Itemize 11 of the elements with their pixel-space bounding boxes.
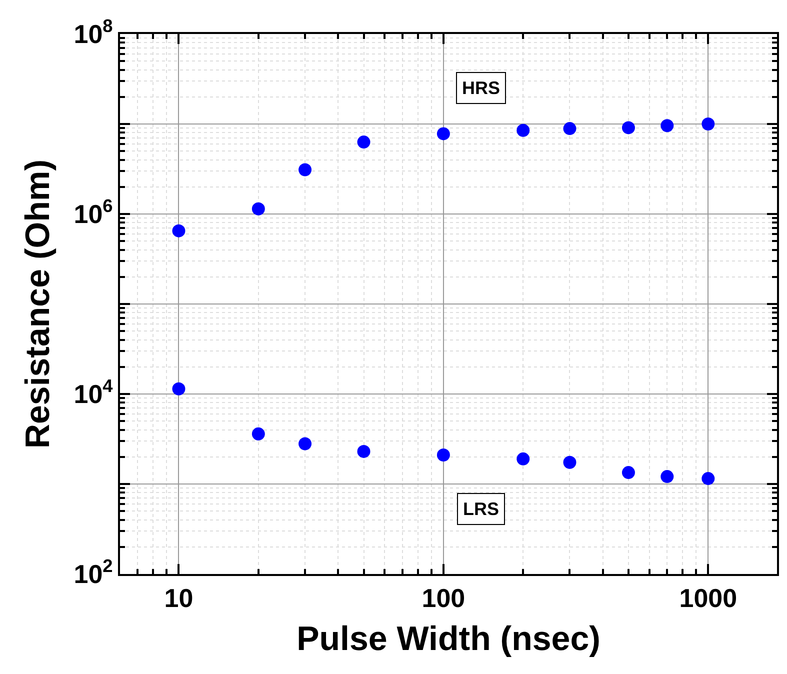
y-tick-label: 10$^{2}$ bbox=[74, 556, 113, 590]
y-tick-label: 10$^{6}$ bbox=[74, 196, 113, 230]
x-tick-label: 100 bbox=[422, 583, 466, 614]
annotation: HRS bbox=[462, 78, 500, 98]
x-tick-label: 10 bbox=[164, 583, 194, 614]
y-tick-label: 10$^{8}$ bbox=[74, 16, 113, 50]
annotation: LRS bbox=[463, 499, 499, 519]
x-axis-title: Pulse Width (nsec) bbox=[296, 620, 600, 658]
y-tick-label: 10$^{4}$ bbox=[74, 376, 114, 410]
y-axis-title: Resistance (Ohm) bbox=[18, 159, 57, 449]
x-tick-label: 1000 bbox=[679, 583, 738, 614]
